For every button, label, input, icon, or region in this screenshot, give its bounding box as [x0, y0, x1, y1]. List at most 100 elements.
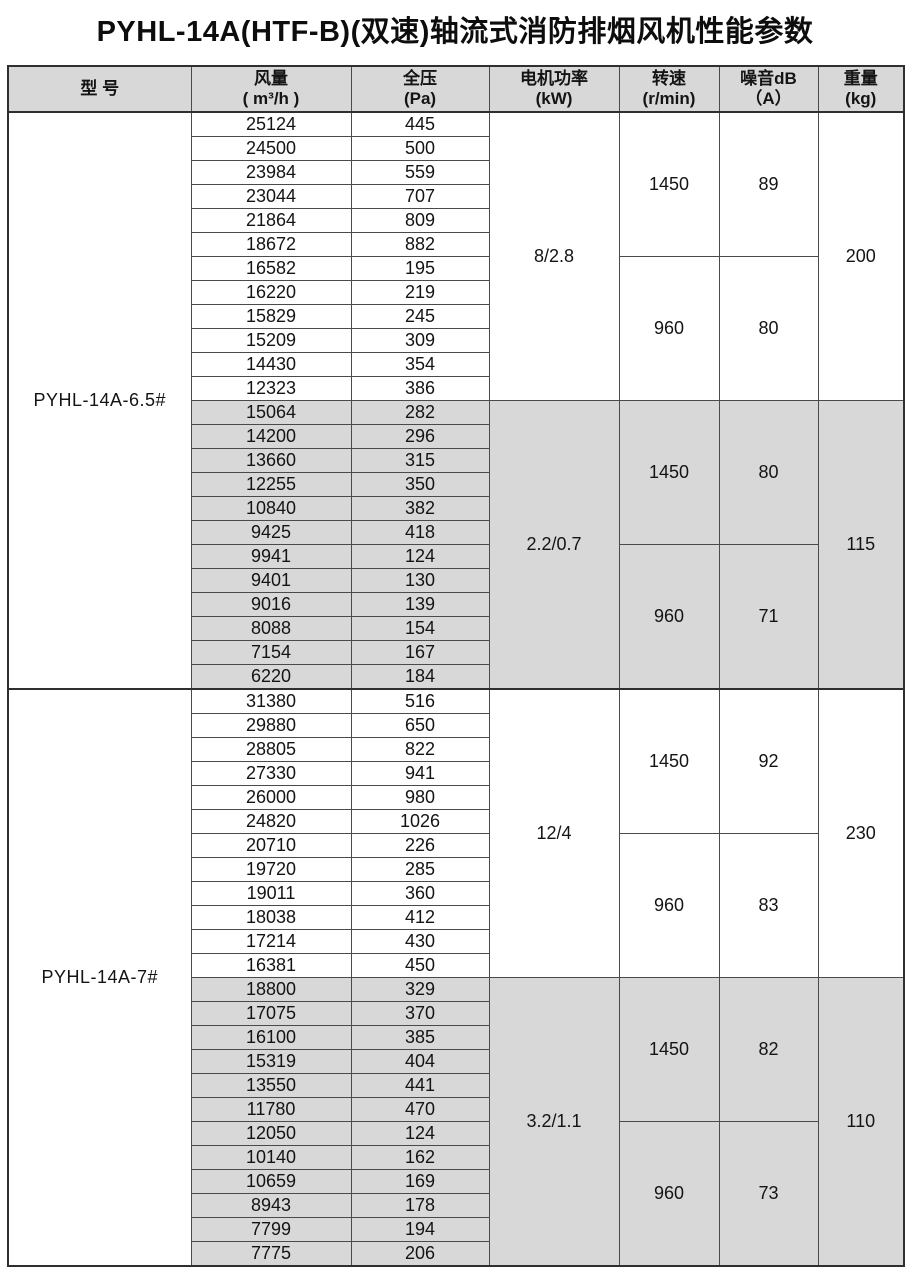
flow-cell: 26000: [190, 785, 352, 810]
col-header-flow: 风量 ( m³/h ): [190, 65, 352, 113]
pressure-cell: 370: [350, 1001, 490, 1026]
table-row: 12323 386: [8, 376, 904, 401]
flow-cell: 9016: [190, 592, 352, 617]
pressure-cell: 167: [350, 640, 490, 665]
weight-cell: 230: [817, 688, 905, 978]
table-row: 15209 309: [8, 328, 904, 353]
table-row: 16381 450: [8, 953, 904, 978]
flow-cell: 24820: [190, 809, 352, 834]
pressure-cell: 178: [350, 1193, 490, 1218]
flow-cell: 21864: [190, 208, 352, 233]
flow-cell: 9401: [190, 568, 352, 593]
flow-cell: 16220: [190, 280, 352, 305]
flow-cell: 17214: [190, 929, 352, 954]
flow-cell: 23044: [190, 184, 352, 209]
table-row: 17075 370: [8, 1001, 904, 1026]
pressure-cell: 385: [350, 1025, 490, 1050]
noise-cell: 82: [718, 977, 819, 1122]
flow-cell: 6220: [190, 664, 352, 690]
flow-cell: 23984: [190, 160, 352, 185]
flow-cell: 14200: [190, 424, 352, 449]
flow-cell: 19720: [190, 857, 352, 882]
pressure-cell: 382: [350, 496, 490, 521]
pressure-cell: 980: [350, 785, 490, 810]
page: PYHL-14A(HTF-B)(双速)轴流式消防排烟风机性能参数 型 号 风量 …: [7, 16, 905, 1267]
pressure-cell: 650: [350, 713, 490, 738]
power-cell: 12/4: [488, 688, 620, 978]
table-row: 18800 329 3.2/1.1 1450 82 110: [8, 977, 905, 1267]
noise-cell: 71: [718, 544, 819, 690]
flow-cell: 13550: [190, 1073, 352, 1098]
power-cell: 3.2/1.1: [488, 977, 620, 1267]
pressure-cell: 124: [350, 544, 490, 569]
flow-cell: 10659: [190, 1169, 352, 1194]
pressure-cell: 941: [350, 761, 490, 786]
flow-cell: 18038: [190, 905, 352, 930]
table-row: 12255 350: [8, 472, 904, 497]
pressure-cell: 412: [350, 905, 490, 930]
flow-cell: 27330: [190, 761, 352, 786]
flow-cell: 16582: [190, 256, 352, 281]
table-row: 10140 162: [8, 1145, 904, 1170]
col-header-pressure: 全压 (Pa): [350, 65, 490, 113]
pressure-cell: 154: [350, 616, 490, 641]
pressure-cell: 809: [350, 208, 490, 233]
flow-cell: 25124: [190, 111, 352, 137]
table-row: PYHL-14A-6.5# 25124 445 8/2.8 1450 89 200: [7, 111, 905, 690]
pressure-cell: 296: [350, 424, 490, 449]
flow-cell: 31380: [190, 688, 352, 714]
flow-cell: 8943: [190, 1193, 352, 1218]
pressure-cell: 450: [350, 953, 490, 978]
flow-cell: 7775: [190, 1241, 352, 1267]
pressure-cell: 245: [350, 304, 490, 329]
table-row: 18038 412: [8, 905, 904, 930]
speed-cell: 960: [618, 1121, 720, 1267]
noise-cell: 83: [718, 833, 819, 978]
pressure-cell: 354: [350, 352, 490, 377]
flow-cell: 8088: [190, 616, 352, 641]
weight-cell: 110: [817, 977, 905, 1267]
pressure-cell: 404: [350, 1049, 490, 1074]
speed-cell: 1450: [618, 111, 720, 257]
pressure-cell: 822: [350, 737, 490, 762]
flow-cell: 10140: [190, 1145, 352, 1170]
flow-cell: 15209: [190, 328, 352, 353]
weight-cell: 200: [817, 111, 905, 401]
power-cell: 2.2/0.7: [488, 400, 620, 690]
flow-cell: 17075: [190, 1001, 352, 1026]
pressure-cell: 195: [350, 256, 490, 281]
spec-table: 型 号 风量 ( m³/h ) 全压 (Pa) 电机功率 (kW) 转速 (r/…: [7, 65, 905, 1267]
table-row: 14430 354: [8, 352, 904, 377]
table-row: 16100 385: [8, 1025, 904, 1050]
flow-cell: 9941: [190, 544, 352, 569]
pressure-cell: 139: [350, 592, 490, 617]
col-header-speed: 转速 (r/min): [618, 65, 720, 113]
flow-cell: 16381: [190, 953, 352, 978]
speed-cell: 1450: [618, 400, 720, 545]
table-row: 13550 441: [8, 1073, 904, 1098]
flow-cell: 24500: [190, 136, 352, 161]
speed-cell: 1450: [618, 977, 720, 1122]
flow-cell: 10840: [190, 496, 352, 521]
noise-cell: 80: [718, 400, 819, 545]
pressure-cell: 386: [350, 376, 490, 401]
flow-cell: 12255: [190, 472, 352, 497]
pressure-cell: 309: [350, 328, 490, 353]
pressure-cell: 219: [350, 280, 490, 305]
flow-cell: 7799: [190, 1217, 352, 1242]
model-cell: PYHL-14A-6.5#: [7, 111, 192, 690]
flow-cell: 9425: [190, 520, 352, 545]
flow-cell: 18800: [190, 977, 352, 1002]
table-row: 19011 360: [8, 881, 904, 906]
pressure-cell: 418: [350, 520, 490, 545]
pressure-cell: 162: [350, 1145, 490, 1170]
table-row: 23044 707: [8, 184, 904, 209]
pressure-cell: 329: [350, 977, 490, 1002]
pressure-cell: 184: [350, 664, 490, 690]
pressure-cell: 360: [350, 881, 490, 906]
pressure-cell: 445: [350, 111, 490, 137]
flow-cell: 19011: [190, 881, 352, 906]
pressure-cell: 315: [350, 448, 490, 473]
table-row: 10840 382: [8, 496, 904, 521]
pressure-cell: 707: [350, 184, 490, 209]
